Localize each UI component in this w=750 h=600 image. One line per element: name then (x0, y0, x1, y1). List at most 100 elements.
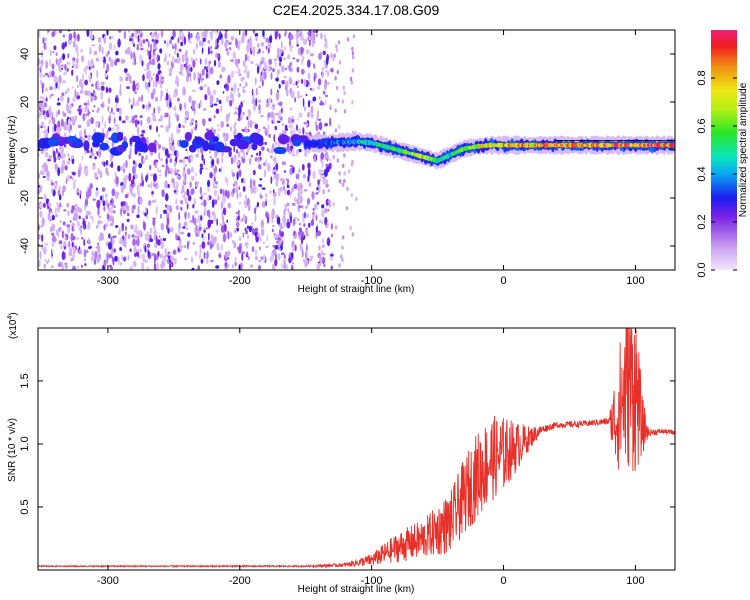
heatmap-cell (288, 256, 292, 264)
heatmap-cell (93, 50, 98, 56)
heatmap-cell (323, 169, 328, 177)
heatmap-cell (108, 87, 112, 93)
heatmap-cell (291, 186, 294, 193)
heatmap-cell (138, 196, 143, 205)
heatmap-cell (295, 173, 300, 180)
heatmap-cell (307, 162, 311, 170)
heatmap-cell (175, 187, 179, 190)
heatmap-cell (49, 111, 53, 118)
heatmap-cell (321, 161, 324, 168)
spectrogram-x-tick-label: -300 (97, 275, 119, 287)
heatmap-cell (262, 241, 265, 245)
heatmap-cell (309, 40, 311, 47)
heatmap-cell (110, 200, 113, 204)
heatmap-cell (209, 242, 213, 250)
heatmap-cell (77, 124, 82, 129)
heatmap-cell (62, 43, 65, 50)
heatmap-cell (285, 178, 288, 181)
heatmap-cell (251, 246, 255, 253)
heatmap-cell (123, 256, 127, 262)
heatmap-cell (246, 151, 248, 156)
spectrogram-x-tick-label: 0 (500, 275, 506, 287)
heatmap-cell (318, 245, 321, 251)
heatmap-cell (303, 38, 305, 44)
heatmap-cell (234, 82, 237, 91)
heatmap-cell (159, 174, 161, 177)
heatmap-cell (123, 68, 128, 73)
heatmap-cell (201, 233, 204, 239)
heatmap-cell (222, 66, 226, 72)
heatmap-cell (201, 194, 203, 201)
heatmap-cell (321, 204, 325, 209)
heatmap-cell (233, 145, 235, 153)
heatmap-cell (39, 202, 44, 209)
heatmap-cell (102, 62, 105, 70)
heatmap-cell (190, 118, 192, 127)
heatmap-cell (62, 34, 65, 38)
heatmap-cell (72, 250, 76, 254)
heatmap-cell (198, 40, 202, 47)
heatmap-cell (336, 69, 339, 75)
heatmap-cell (115, 123, 120, 132)
heatmap-cell (265, 213, 270, 216)
heatmap-cell (248, 225, 252, 233)
heatmap-cell (270, 176, 273, 185)
heatmap-cell (205, 167, 208, 170)
heatmap-cell (150, 181, 153, 190)
heatmap-cell (143, 259, 146, 263)
heatmap-cell (108, 202, 112, 206)
heatmap-cell (266, 234, 269, 242)
heatmap-cell (335, 48, 339, 53)
heatmap-cell (245, 64, 248, 72)
heatmap-cell (177, 56, 181, 65)
heatmap-cell (136, 214, 140, 218)
heatmap-cell (105, 53, 109, 57)
heatmap-cell (111, 215, 115, 225)
heatmap-cell (112, 235, 117, 238)
snr-y-ticks: 0.51.01.5 (19, 373, 675, 515)
heatmap-cell (217, 53, 219, 58)
heatmap-cell (95, 120, 99, 128)
heatmap-cell (57, 120, 61, 129)
heatmap-cell (259, 246, 261, 251)
heatmap-cell (138, 229, 142, 235)
heatmap-cell (109, 110, 111, 115)
heatmap-cell (326, 82, 330, 85)
heatmap-cell (302, 204, 304, 210)
heatmap-cell (337, 98, 340, 103)
heatmap-cell (199, 249, 202, 255)
heatmap-cell (149, 227, 153, 234)
heatmap-cell (256, 128, 261, 133)
heatmap-cell (103, 161, 106, 167)
heatmap-cell (301, 187, 303, 195)
heatmap-cell (215, 30, 218, 34)
heatmap-cell (176, 175, 180, 179)
heatmap-cell (242, 86, 246, 89)
heatmap-cell (44, 148, 48, 152)
heatmap-cell (97, 206, 100, 216)
heatmap-cell (106, 252, 109, 261)
heatmap-cell (109, 214, 112, 222)
heatmap-cell (163, 209, 167, 214)
heatmap-cell (314, 153, 316, 163)
heatmap-cell (237, 117, 241, 122)
heatmap-cell (87, 135, 92, 138)
heatmap-cell (150, 238, 153, 242)
heatmap-cell (77, 220, 80, 228)
heatmap-cell (220, 225, 225, 233)
heatmap-cell (142, 74, 145, 82)
heatmap-cell (265, 37, 270, 43)
heatmap-cell (212, 89, 217, 96)
heatmap-cell (88, 74, 92, 81)
heatmap-cell (317, 85, 320, 90)
heatmap-cell (109, 153, 113, 161)
heatmap-cell (188, 195, 192, 202)
heatmap-cell (141, 253, 146, 260)
heatmap-cell (166, 204, 171, 211)
heatmap-cell (129, 265, 133, 270)
heatmap-cell (98, 43, 102, 53)
heatmap-cell (129, 120, 131, 124)
heatmap-cell (328, 199, 332, 208)
heatmap-cell (44, 151, 49, 158)
heatmap-cell (111, 107, 113, 114)
